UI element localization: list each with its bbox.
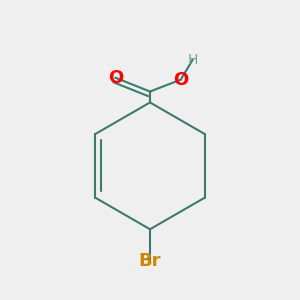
Text: H: H — [188, 53, 198, 67]
Text: O: O — [173, 71, 188, 89]
Text: Br: Br — [139, 252, 161, 270]
Text: O: O — [108, 69, 123, 87]
